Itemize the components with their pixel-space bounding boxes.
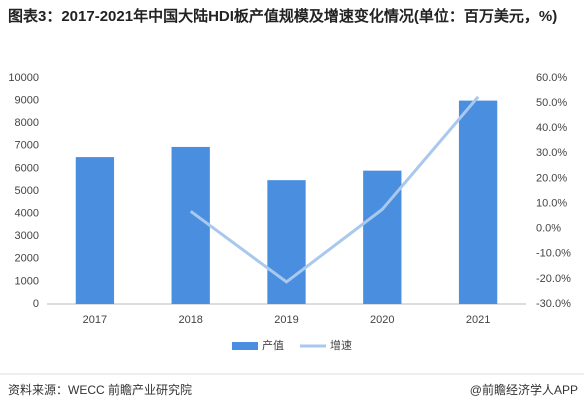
chart-title: 图表3：2017-2021年中国大陆HDI板产值规模及增速变化情况(单位：百万美… bbox=[8, 8, 558, 25]
line bbox=[189, 95, 480, 284]
x-tick-label: 2018 bbox=[178, 314, 202, 326]
credit: @前瞻经济学人APP bbox=[470, 382, 578, 397]
y2-tick-label: 30.0% bbox=[536, 147, 567, 159]
y-tick-label: 2000 bbox=[15, 253, 39, 265]
y-tick-label: 3000 bbox=[15, 230, 39, 242]
y-tick-label: 0 bbox=[33, 298, 39, 310]
legend-label: 产值 bbox=[262, 338, 284, 352]
x-tick-label: 2019 bbox=[274, 314, 298, 326]
y-tick-label: 4000 bbox=[15, 208, 39, 220]
legend-label: 增速 bbox=[330, 338, 352, 352]
x-tick-label: 2020 bbox=[370, 314, 394, 326]
x-tick-label: 2017 bbox=[83, 314, 107, 326]
y-tick-label: 5000 bbox=[15, 185, 39, 197]
bar bbox=[363, 170, 402, 304]
y-tick-label: 10000 bbox=[8, 72, 39, 84]
y2-tick-label: -10.0% bbox=[536, 248, 571, 260]
y-tick-label: 1000 bbox=[15, 275, 39, 287]
y2-tick-label: 50.0% bbox=[536, 97, 567, 109]
y2-tick-label: 40.0% bbox=[536, 122, 567, 134]
bar bbox=[75, 157, 115, 304]
y-tick-label: 8000 bbox=[15, 117, 39, 129]
y-tick-label: 6000 bbox=[15, 162, 39, 174]
legend-swatch bbox=[232, 342, 258, 350]
y2-tick-label: 0.0% bbox=[536, 223, 561, 235]
bar bbox=[458, 100, 498, 304]
y2-tick-label: -20.0% bbox=[536, 273, 571, 285]
x-tick-label: 2021 bbox=[466, 314, 490, 326]
y-tick-label: 7000 bbox=[15, 140, 39, 152]
bar bbox=[171, 146, 210, 304]
y-tick-label: 9000 bbox=[15, 95, 39, 107]
y2-tick-label: 10.0% bbox=[536, 197, 567, 209]
bar bbox=[267, 180, 306, 304]
y2-tick-label: 60.0% bbox=[536, 72, 567, 84]
source: 资料来源：WECC 前瞻产业研究院 bbox=[8, 382, 192, 397]
y2-tick-label: 20.0% bbox=[536, 172, 567, 184]
y2-tick-label: -30.0% bbox=[536, 298, 571, 310]
